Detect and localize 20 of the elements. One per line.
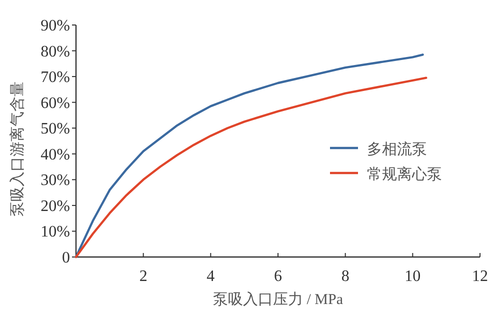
y-tick-label: 50% [40, 120, 70, 138]
x-axis-title: 泵吸入口压力 / MPa [212, 291, 344, 308]
legend-label: 多相流泵 [367, 141, 427, 158]
y-axis-title: 泵吸入口游离气含量 [9, 82, 26, 216]
y-tick-label: 30% [40, 172, 70, 190]
x-tick-label: 4 [206, 268, 215, 285]
x-tick-label: 6 [274, 268, 282, 285]
y-tick-label: 10% [40, 224, 70, 241]
y-tick-label: 80% [40, 43, 70, 60]
y-tick-label: 90% [40, 18, 70, 34]
y-tick-label: 70% [40, 69, 70, 86]
y-tick-label: 20% [40, 198, 70, 215]
y-tick-label: 60% [40, 94, 70, 112]
x-tick-label: 8 [341, 268, 350, 285]
x-tick-label: 12 [472, 268, 488, 285]
x-tick-label: 2 [139, 268, 148, 285]
y-tick-label: 40% [40, 146, 70, 164]
legend-label: 常规离心泵 [367, 166, 442, 183]
y-tick-label: 0 [62, 250, 70, 266]
x-tick-label: 10 [404, 268, 421, 285]
